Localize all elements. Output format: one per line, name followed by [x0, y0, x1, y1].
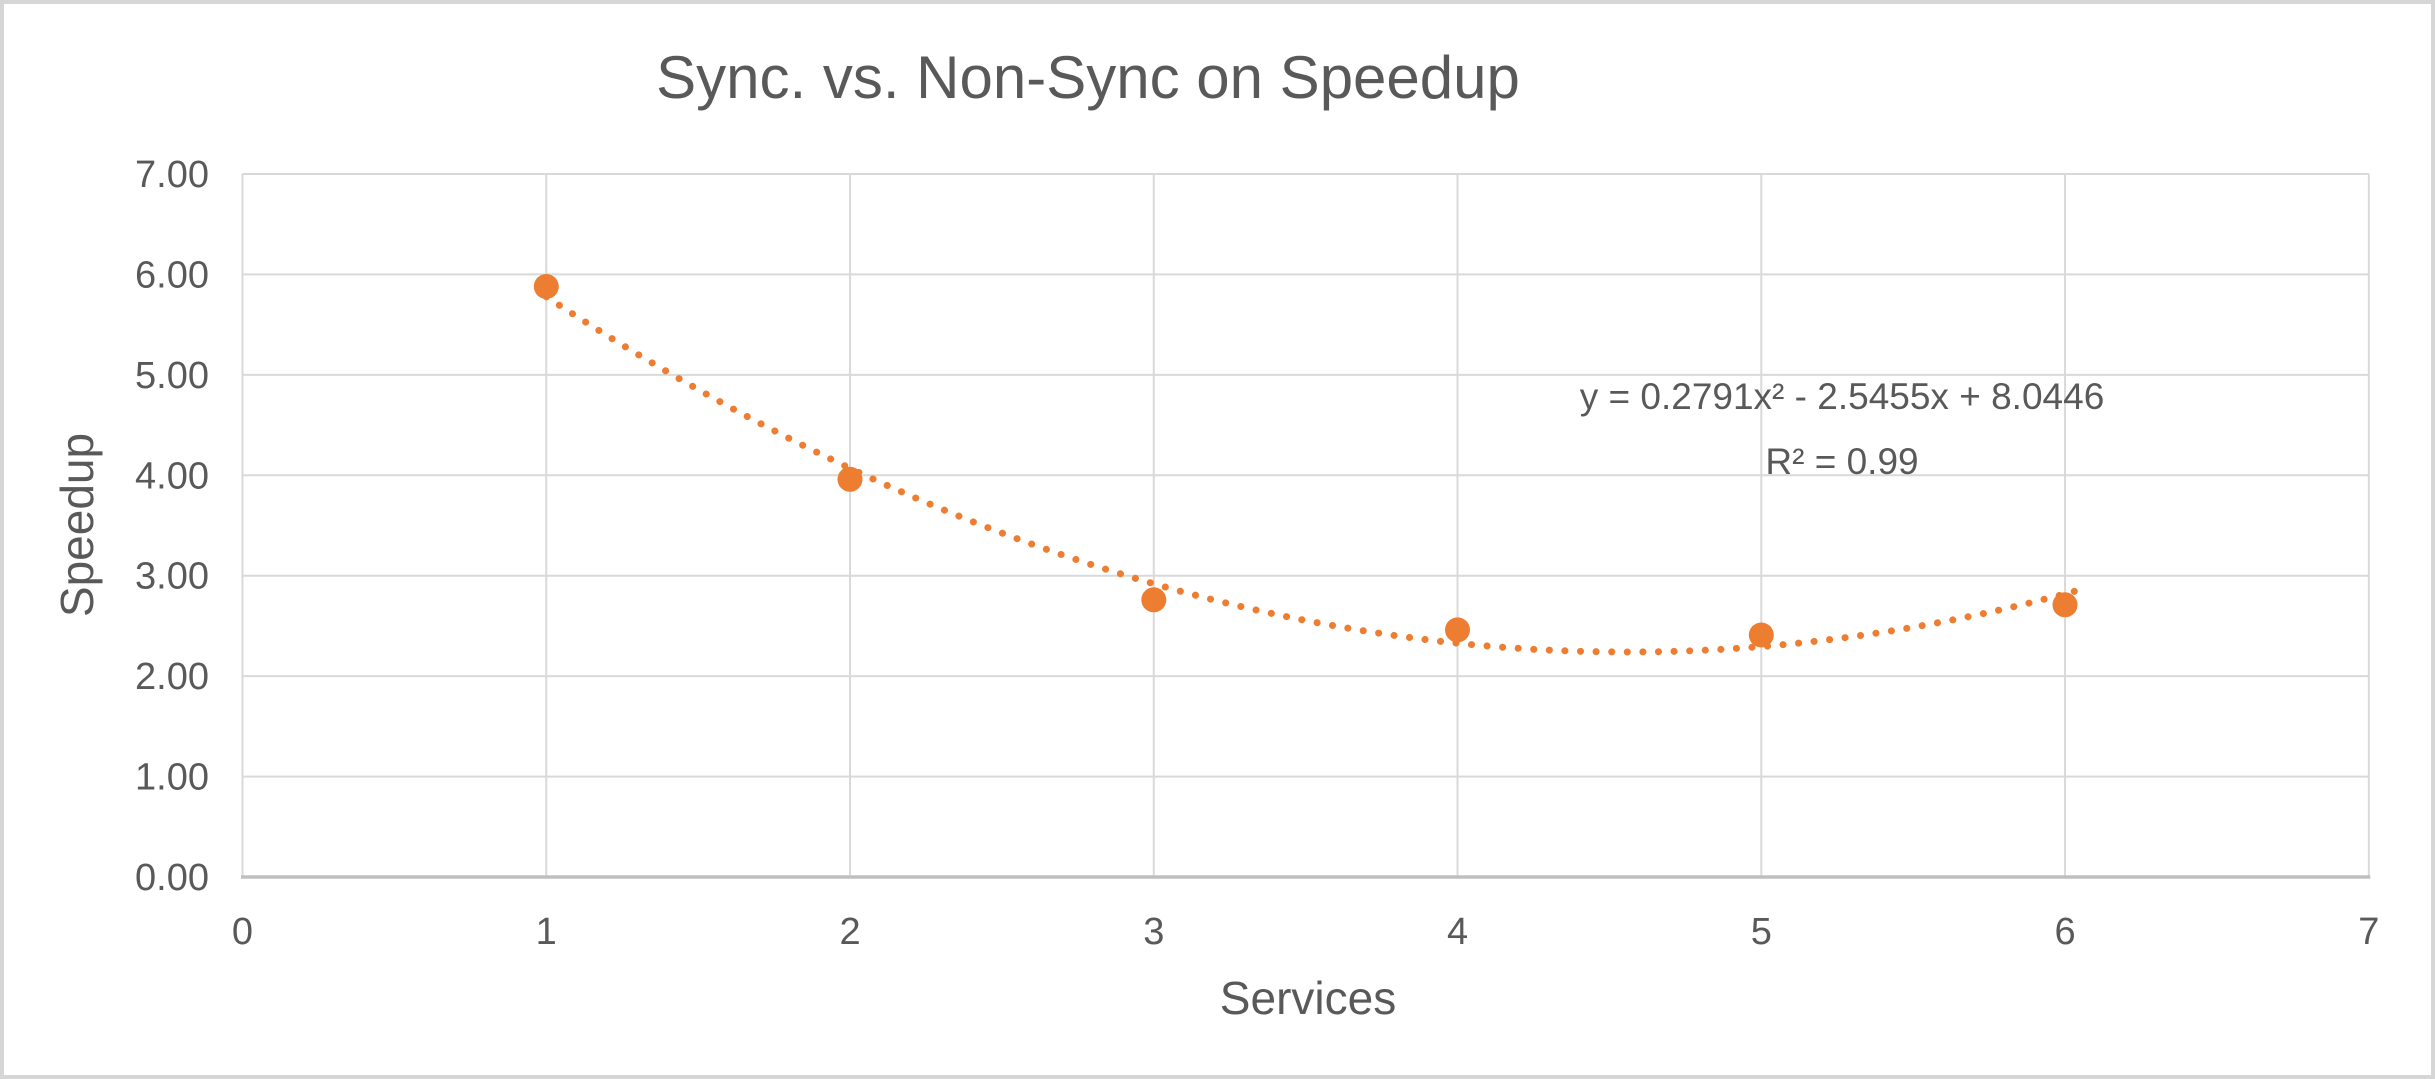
- y-axis-tick-label: 6.00: [135, 254, 209, 296]
- y-axis-tick-label: 3.00: [135, 556, 209, 598]
- y-axis-tick-label: 5.00: [135, 355, 209, 397]
- x-axis-tick-label: 4: [1447, 911, 1468, 953]
- y-axis-tick-label: 1.00: [135, 757, 209, 799]
- x-axis-tick-label: 6: [2054, 911, 2075, 953]
- chart-title: Sync. vs. Non-Sync on Speedup: [656, 44, 1520, 111]
- x-axis-tick-label: 1: [536, 911, 557, 953]
- plot-area: 0.00 1.00 2.00 3.00 4.00 5.00 6.00 7.00 0 1 2 3 4 5 6 7: [135, 154, 2379, 953]
- data-point-marker: [533, 274, 559, 299]
- x-axis-tick-label: 5: [1751, 911, 1772, 953]
- x-axis-tick-label: 3: [1143, 911, 1164, 953]
- trendline-equation: y = 0.2791x² - 2.5455x + 8.0446: [1579, 376, 2105, 417]
- trendline-path: [542, 293, 2087, 656]
- data-point-marker: [2052, 592, 2078, 618]
- x-axis-title: Services: [1219, 972, 1397, 1024]
- y-axis-title: Speedup: [51, 432, 103, 618]
- data-point-marker: [1748, 622, 1774, 648]
- y-axis-tick-label: 7.00: [135, 154, 209, 196]
- data-point-marker: [1141, 587, 1167, 613]
- trendline-annotation: y = 0.2791x² - 2.5455x + 8.0446 R² = 0.9…: [1580, 364, 2105, 494]
- data-point-marker: [1445, 617, 1470, 643]
- x-axis-tick-label: 7: [2358, 911, 2379, 953]
- data-point-marker: [837, 466, 863, 492]
- trendline-r-squared: R² = 0.99: [1765, 441, 1919, 482]
- x-axis-tick-label: 2: [839, 911, 860, 953]
- y-axis-tick-label: 0.00: [135, 857, 209, 899]
- y-axis-tick-label: 2.00: [135, 656, 209, 698]
- x-axis-tick-label: 0: [232, 911, 253, 953]
- y-axis-tick-label: 4.00: [135, 455, 209, 497]
